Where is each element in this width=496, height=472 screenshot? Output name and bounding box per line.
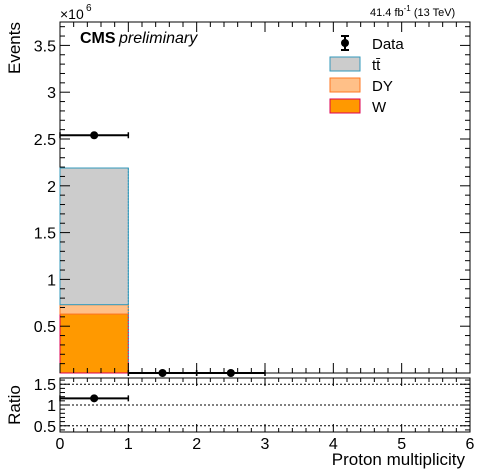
x-tick-label: 1 — [124, 436, 133, 453]
ratio-y-tick-label: 1.5 — [34, 377, 56, 394]
x-axis-title: Proton multiplicity — [332, 450, 466, 469]
y-tick-label: 2.5 — [34, 132, 56, 149]
lumi-energy: (13 TeV) — [411, 7, 455, 19]
legend-swatch — [329, 77, 361, 93]
main-x-axis — [59, 22, 471, 373]
legend-data-marker — [341, 39, 349, 47]
ratio-x-axis: 0 1 2 3 4 5 6 — [56, 378, 475, 453]
y-tick-label: 3.5 — [34, 38, 56, 55]
y-tick-label: 3 — [47, 85, 56, 102]
cms-status: preliminary — [118, 30, 198, 47]
y-exponent-base: ×10 — [60, 6, 84, 22]
ratio-reference-lines — [60, 383, 470, 427]
y-tick-label: 2 — [47, 179, 56, 196]
bar-w-0 — [59, 313, 129, 374]
x-tick-label: 4 — [329, 436, 338, 453]
data-points — [59, 131, 266, 377]
y-exponent-power: 6 — [86, 3, 92, 14]
x-tick-label: 5 — [397, 436, 406, 453]
data-point — [226, 369, 235, 377]
legend-label: DY — [372, 78, 393, 95]
stacked-histogram — [59, 167, 129, 374]
main-panel: 0.5 1 1.5 2 2.5 3 3.5 — [34, 21, 471, 377]
x-tick-label: 6 — [466, 436, 475, 453]
ratio-y-tick-label: 1 — [47, 398, 56, 415]
x-tick-label: 0 — [56, 436, 65, 453]
y-tick-label: 0.5 — [34, 319, 56, 336]
ratio-panel: 0.5 1 1.5 0 1 2 3 4 5 6 — [34, 377, 475, 453]
y-tick-label: 1 — [47, 272, 56, 289]
main-y-axis-title: Events — [5, 22, 24, 74]
x-tick-label: 2 — [192, 436, 201, 453]
x-tick-label: 3 — [261, 436, 270, 453]
cms-label: CMS — [80, 30, 116, 47]
y-tick-label: 1.5 — [34, 226, 56, 243]
legend-swatch — [329, 56, 361, 72]
legend-swatch — [329, 98, 361, 114]
bar-dy-0 — [59, 304, 129, 315]
lumi-label: 41.4 fb-1 (13 TeV) — [370, 4, 455, 19]
data-point — [90, 131, 99, 140]
bar-tt-0 — [59, 167, 129, 306]
ratio-y-tick-label: 0.5 — [34, 419, 56, 436]
legend-label: tt̄ — [372, 57, 381, 74]
data-point — [158, 369, 167, 377]
legend: Data tt̄ DY W — [329, 35, 404, 116]
ratio-point — [90, 394, 99, 403]
main-y-axis: 0.5 1 1.5 2 2.5 3 3.5 — [34, 26, 470, 365]
ratio-points — [59, 394, 130, 403]
ratio-y-axis-title: Ratio — [5, 385, 24, 425]
lumi-exponent: -1 — [404, 4, 412, 13]
legend-label: W — [372, 99, 387, 116]
ratio-y-axis: 0.5 1 1.5 — [34, 377, 470, 436]
legend-label: Data — [372, 36, 404, 53]
lumi-value: 41.4 fb — [370, 7, 404, 19]
